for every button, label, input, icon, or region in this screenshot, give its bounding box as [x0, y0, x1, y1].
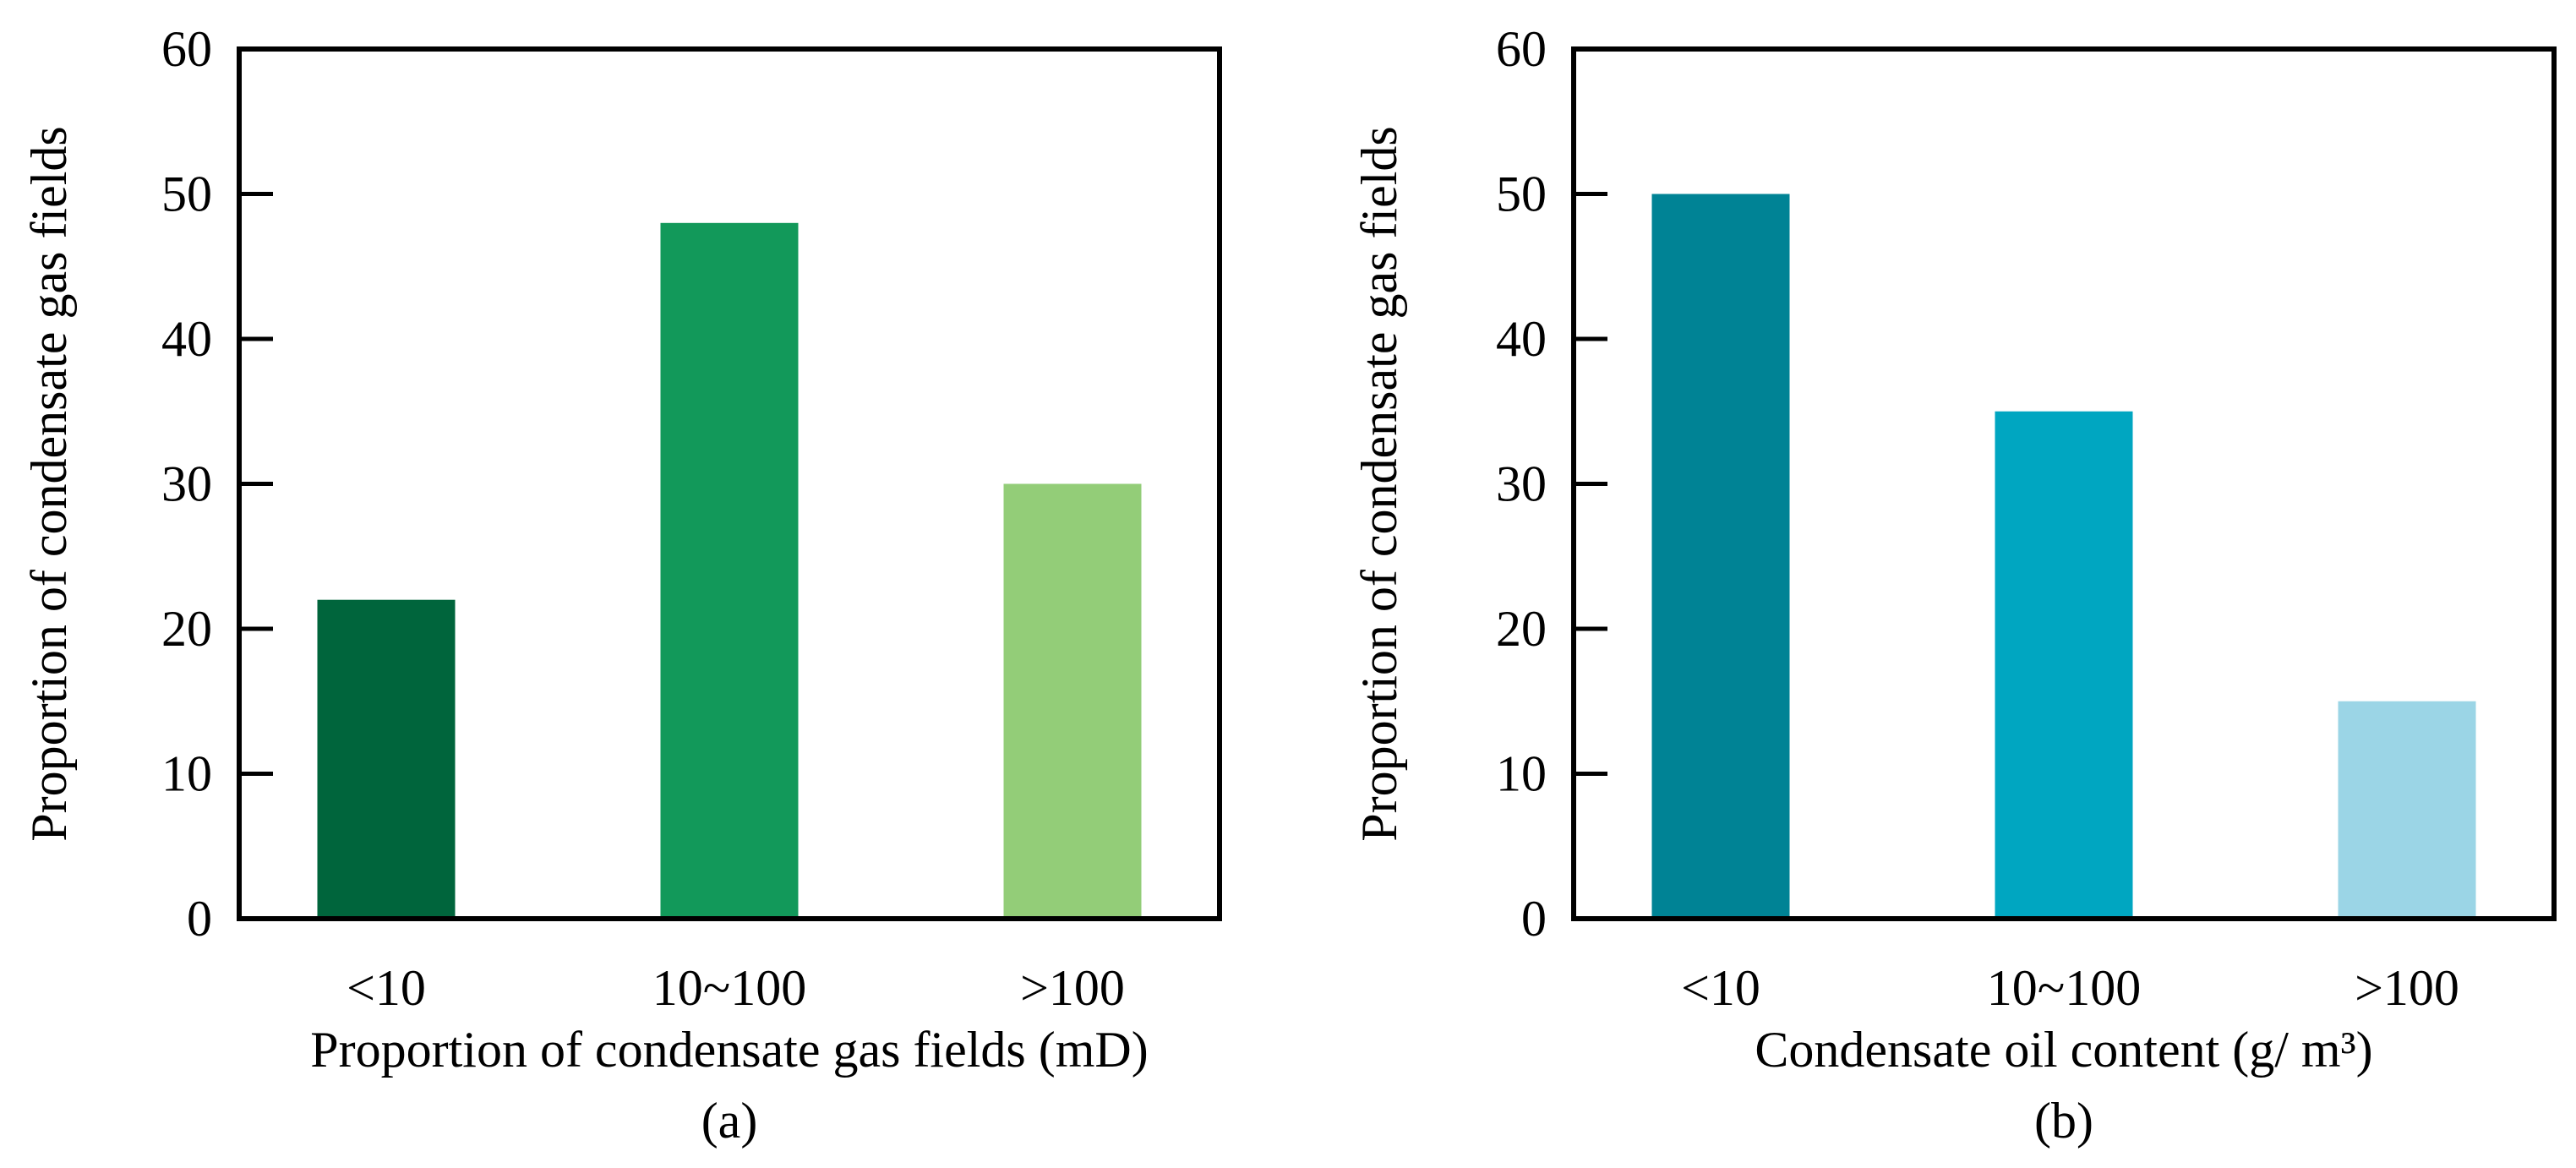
a-panel-label: (a)	[701, 1093, 758, 1149]
b-y-tick-label-10: 10	[1496, 746, 1547, 802]
b-x-tick-label-3: >100	[2355, 960, 2459, 1016]
b-y-tick-label-50: 50	[1496, 166, 1547, 222]
b-y-tick-label-20: 20	[1496, 601, 1547, 657]
a-x-tick-label-3: >100	[1020, 960, 1125, 1016]
b-x-tick-label-2: 10~100	[1987, 960, 2141, 1016]
b-bar-1	[1651, 194, 1790, 919]
b-bar-3	[2338, 701, 2476, 919]
a-bar-2	[660, 222, 799, 919]
b-y-tick-label-40: 40	[1496, 311, 1547, 367]
a-y-tick-label-20: 20	[161, 601, 212, 657]
b-x-axis-label: Condensate oil content (g/ m³)	[1755, 1022, 2372, 1078]
chart-b: 0 10 20 30 40 50 60 <10 10~100 >100 Proportion of …	[1351, 21, 2557, 1149]
a-y-tick-label-0: 0	[187, 891, 212, 947]
a-y-tick-label-50: 50	[161, 166, 212, 222]
b-panel-label: (b)	[2034, 1093, 2093, 1149]
a-bar-3	[1003, 483, 1142, 919]
a-plot-frame	[237, 46, 1222, 921]
a-y-axis-label: Proportion of condensate gas fields	[21, 126, 77, 841]
b-y-axis-label: Proportion of condensate gas fields	[1351, 126, 1407, 841]
b-x-tick-label-1: <10	[1681, 960, 1760, 1016]
a-x-tick-label-1: <10	[347, 960, 426, 1016]
a-bar-1	[317, 599, 456, 919]
b-y-tick-label-30: 30	[1496, 456, 1547, 512]
b-y-tick-label-60: 60	[1496, 21, 1547, 77]
b-bar-2	[1995, 411, 2133, 919]
a-x-axis-label: Proportion of condensate gas fields (mD)	[310, 1022, 1148, 1078]
b-y-tick-label-0: 0	[1521, 891, 1547, 947]
a-y-tick-label-40: 40	[161, 311, 212, 367]
b-plot-frame	[1571, 46, 2557, 921]
a-y-tick-label-30: 30	[161, 456, 212, 512]
a-y-tick-label-60: 60	[161, 21, 212, 77]
a-x-tick-label-2: 10~100	[652, 960, 806, 1016]
chart-a: 0 10 20 30 40 50 60 <10 10~100 >100 Proportion of …	[21, 21, 1222, 1149]
a-y-tick-label-10: 10	[161, 746, 212, 802]
